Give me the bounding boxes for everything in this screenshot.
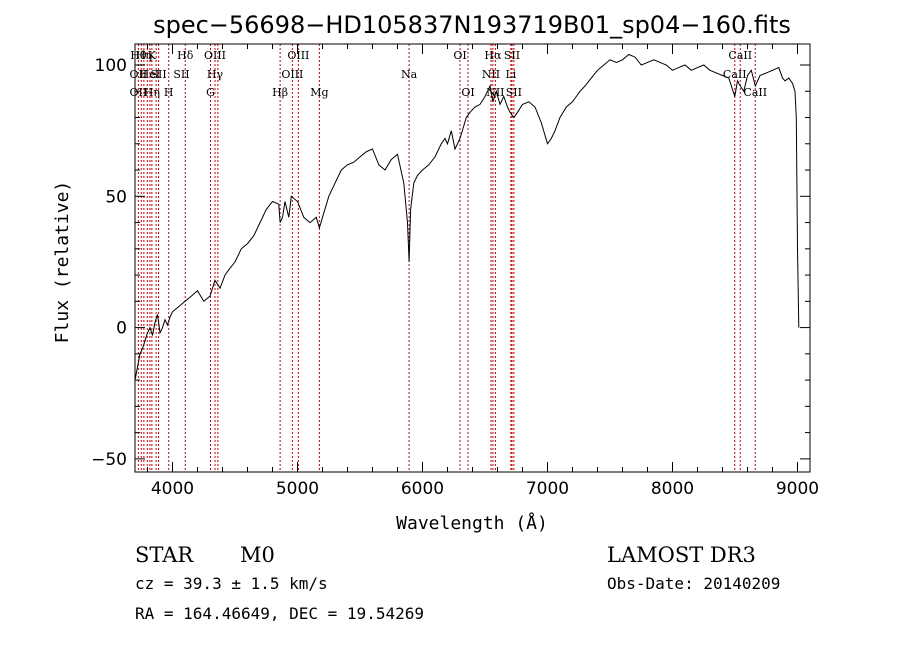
line-label: OII xyxy=(130,86,148,99)
line-label: OI xyxy=(461,86,474,99)
x-tick-label: 6000 xyxy=(401,479,444,499)
x-tick-label: 8000 xyxy=(651,479,694,499)
coordinates: RA = 164.46649, DEC = 19.54269 xyxy=(135,604,424,623)
plot-frame xyxy=(134,43,811,473)
line-label: Li xyxy=(505,68,516,81)
x-tick-label: 5000 xyxy=(276,479,319,499)
chart-title: spec−56698−HD105837N193719B01_sp04−160.f… xyxy=(153,11,791,39)
x-axis-label: Wavelength (Å) xyxy=(396,512,548,534)
line-label: SII xyxy=(151,68,167,81)
line-label: Hβ xyxy=(272,86,288,99)
y-tick-label: 0 xyxy=(116,319,127,339)
line-label: SII xyxy=(506,86,522,99)
line-label: CaII xyxy=(723,68,747,81)
line-label: OIII xyxy=(287,49,309,62)
line-label: Hη xyxy=(136,49,152,62)
line-label: NII xyxy=(482,68,500,81)
observation-date: Obs-Date: 20140209 xyxy=(607,574,780,593)
line-label: Hδ xyxy=(177,49,194,62)
y-axis-label: Flux (relative) xyxy=(52,181,73,344)
emission-line-markers xyxy=(137,44,756,472)
line-label: Hθ xyxy=(130,49,147,62)
spectrum-series xyxy=(134,53,800,381)
line-label: G xyxy=(206,86,215,99)
y-tick-label: −50 xyxy=(91,450,127,470)
line-label: Hη xyxy=(144,86,160,99)
line-label: Hγ xyxy=(207,68,224,81)
line-label: OIII xyxy=(281,68,303,81)
object-class: STAR xyxy=(135,543,194,567)
line-label: SII xyxy=(173,68,189,81)
y-tick-label: 100 xyxy=(95,56,127,76)
x-tick-label: 4000 xyxy=(151,479,194,499)
line-label: Mg xyxy=(310,86,328,99)
axis-ticks: 4000 5000 6000 7000 8000 9000 −50 0 50 100 xyxy=(91,44,819,499)
line-label: CaII xyxy=(743,86,767,99)
line-label: OII xyxy=(130,68,148,81)
y-tick-label: 50 xyxy=(105,187,127,207)
line-label: OIII xyxy=(204,49,226,62)
survey-name: LAMOST DR3 xyxy=(607,543,756,567)
line-label: H xyxy=(164,86,174,99)
line-label: Hα xyxy=(484,49,502,62)
redshift-cz: cz = 39.3 ± 1.5 km/s xyxy=(135,574,328,593)
object-subclass: M0 xyxy=(240,543,275,567)
line-label: Na xyxy=(401,68,418,81)
line-label: K xyxy=(148,49,157,62)
x-tick-label: 9000 xyxy=(776,479,819,499)
line-label: SII xyxy=(504,49,520,62)
line-label: OI xyxy=(453,49,466,62)
x-tick-label: 7000 xyxy=(526,479,569,499)
line-label: CaII xyxy=(728,49,752,62)
line-label: HeI xyxy=(140,68,160,81)
